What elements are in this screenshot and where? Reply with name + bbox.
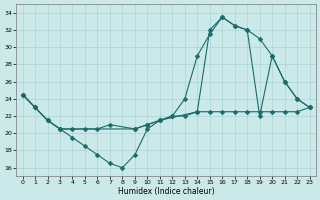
- X-axis label: Humidex (Indice chaleur): Humidex (Indice chaleur): [118, 187, 214, 196]
